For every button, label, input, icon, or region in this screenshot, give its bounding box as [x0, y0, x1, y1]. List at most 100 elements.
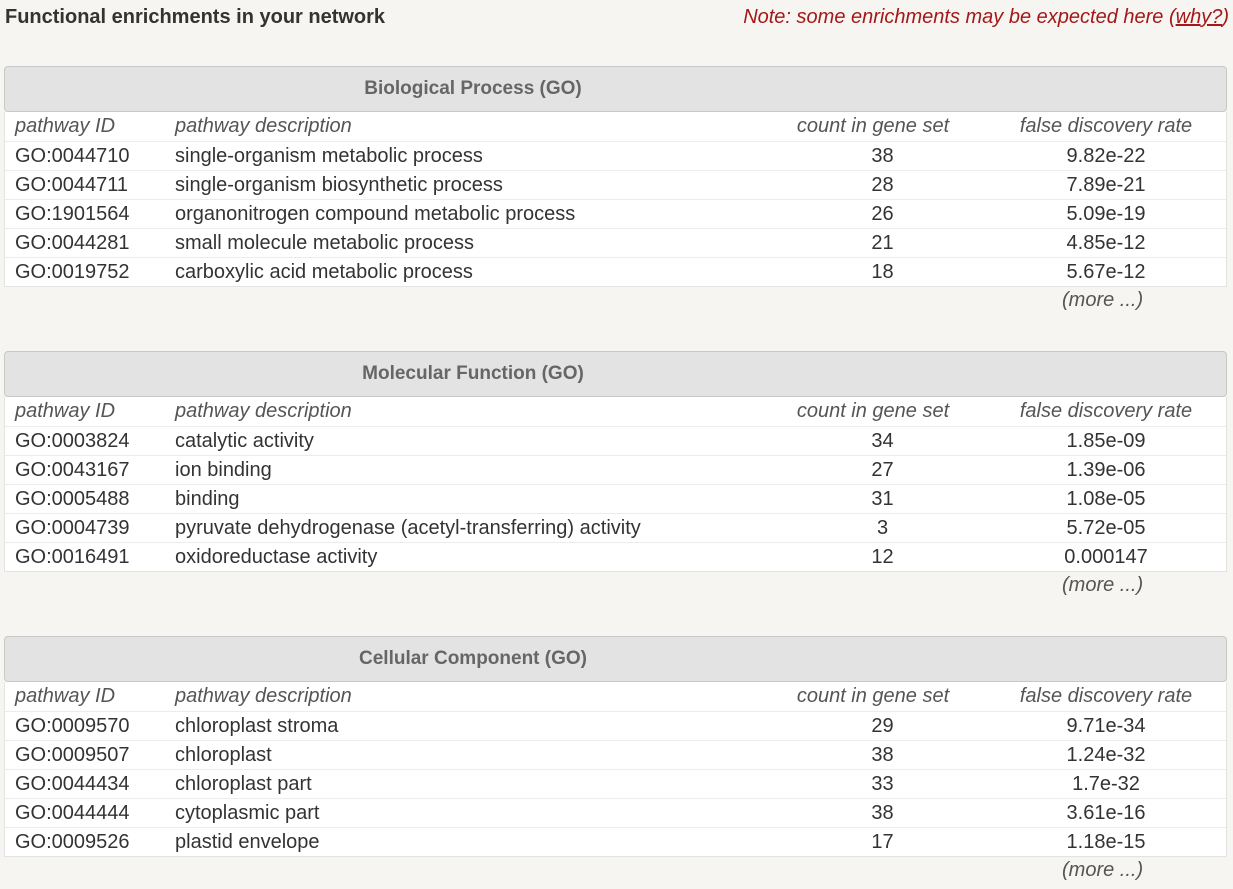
pathway-description: plastid envelope	[175, 831, 320, 853]
false-discovery-rate: 9.82e-22	[1066, 145, 1146, 167]
pathway-id: GO:0043167	[15, 459, 130, 481]
false-discovery-rate: 1.08e-05	[1066, 488, 1146, 510]
pathway-description: single-organism metabolic process	[175, 145, 483, 167]
table-row[interactable]: GO:0003824 catalytic activity 34 1.85e-09	[5, 426, 1226, 455]
column-header-fdr: false discovery rate	[1019, 115, 1193, 137]
table-header-row: pathway ID pathway description count in ge…	[5, 112, 1226, 141]
gene-count: 31	[871, 488, 894, 510]
table-row[interactable]: GO:0019752 carboxylic acid metabolic proc…	[5, 257, 1226, 286]
enrichment-section: Biological Process (GO) pathway ID pathway…	[4, 66, 1227, 317]
section-header[interactable]: Molecular Function (GO)	[4, 351, 1227, 397]
column-header-description: pathway description	[175, 685, 352, 707]
pathway-id: GO:0016491	[15, 546, 130, 568]
column-header-fdr: false discovery rate	[1019, 400, 1193, 422]
pathway-description: catalytic activity	[175, 430, 314, 452]
pathway-description: small molecule metabolic process	[175, 232, 475, 254]
why-link[interactable]: why?	[1175, 6, 1223, 28]
table-row[interactable]: GO:0044434 chloroplast part 33 1.7e-32	[5, 769, 1226, 798]
section-header[interactable]: Cellular Component (GO)	[4, 636, 1227, 682]
page-title: Functional enrichments in your network	[5, 6, 386, 28]
table-row[interactable]: GO:0044444 cytoplasmic part 38 3.61e-16	[5, 798, 1226, 827]
column-header-fdr: false discovery rate	[1019, 685, 1193, 707]
table-row[interactable]: GO:0009507 chloroplast 38 1.24e-32	[5, 740, 1226, 769]
table-row[interactable]: GO:0044711 single-organism biosynthetic p…	[5, 170, 1226, 199]
table-row[interactable]: GO:0044281 small molecule metabolic proce…	[5, 228, 1226, 257]
pathway-description: single-organism biosynthetic process	[175, 174, 503, 196]
section-title: Molecular Function (GO)	[362, 363, 584, 384]
false-discovery-rate: 3.61e-16	[1066, 802, 1146, 824]
table-row[interactable]: GO:0004739 pyruvate dehydrogenase (acetyl…	[5, 513, 1226, 542]
section-title: Biological Process (GO)	[364, 78, 582, 99]
false-discovery-rate: 1.7e-32	[1072, 773, 1140, 795]
false-discovery-rate: 5.72e-05	[1066, 517, 1146, 539]
note-prefix: Note: some enrichments may be expected h…	[743, 6, 1176, 28]
false-discovery-rate: 1.18e-15	[1066, 831, 1146, 853]
table-row[interactable]: GO:0005488 binding 31 1.08e-05	[5, 484, 1226, 513]
section-header[interactable]: Biological Process (GO)	[4, 66, 1227, 112]
more-link[interactable]: (more ...)	[1062, 859, 1144, 881]
note-suffix: )	[1222, 6, 1229, 28]
pathway-description: ion binding	[175, 459, 272, 481]
enrichment-table: pathway ID pathway description count in ge…	[4, 397, 1227, 572]
pathway-description: chloroplast stroma	[175, 715, 339, 737]
pathway-description: chloroplast part	[175, 773, 312, 795]
table-row[interactable]: GO:0009570 chloroplast stroma 29 9.71e-34	[5, 711, 1226, 740]
table-row[interactable]: GO:0043167 ion binding 27 1.39e-06	[5, 455, 1226, 484]
false-discovery-rate: 5.09e-19	[1066, 203, 1146, 225]
pathway-id: GO:1901564	[15, 203, 130, 225]
false-discovery-rate: 0.000147	[1064, 546, 1148, 568]
enrichment-section: Molecular Function (GO) pathway ID pathway…	[4, 351, 1227, 602]
more-link[interactable]: (more ...)	[1062, 574, 1144, 596]
column-header-id: pathway ID	[15, 685, 116, 707]
false-discovery-rate: 5.67e-12	[1066, 261, 1146, 283]
false-discovery-rate: 4.85e-12	[1066, 232, 1146, 254]
pathway-description: binding	[175, 488, 240, 510]
false-discovery-rate: 1.39e-06	[1066, 459, 1146, 481]
pathway-id: GO:0044434	[15, 773, 130, 795]
pathway-id: GO:0004739	[15, 517, 130, 539]
gene-count: 18	[871, 261, 894, 283]
false-discovery-rate: 7.89e-21	[1066, 174, 1146, 196]
pathway-id: GO:0044281	[15, 232, 130, 254]
pathway-description: pyruvate dehydrogenase (acetyl-transferr…	[175, 517, 641, 539]
column-header-id: pathway ID	[15, 115, 116, 137]
gene-count: 3	[876, 517, 889, 539]
pathway-id: GO:0009526	[15, 831, 130, 853]
column-header-description: pathway description	[175, 115, 352, 137]
more-row: (more ...)	[4, 572, 1227, 602]
gene-count: 28	[871, 174, 894, 196]
pathway-id: GO:0044444	[15, 802, 130, 824]
enrichment-note: Note: some enrichments may be expected h…	[743, 3, 1229, 31]
pathway-id: GO:0044710	[15, 145, 130, 167]
gene-count: 38	[871, 145, 894, 167]
enrichment-section: Cellular Component (GO) pathway ID pathway…	[4, 636, 1227, 887]
pathway-description: oxidoreductase activity	[175, 546, 378, 568]
column-header-id: pathway ID	[15, 400, 116, 422]
table-row[interactable]: GO:0044710 single-organism metabolic proc…	[5, 141, 1226, 170]
table-row[interactable]: GO:0016491 oxidoreductase activity 12 0.000…	[5, 542, 1226, 571]
false-discovery-rate: 1.24e-32	[1066, 744, 1146, 766]
table-row[interactable]: GO:0009526 plastid envelope 17 1.18e-15	[5, 827, 1226, 856]
column-header-description: pathway description	[175, 400, 352, 422]
column-header-count: count in gene set	[796, 400, 950, 422]
table-header-row: pathway ID pathway description count in ge…	[5, 397, 1226, 426]
pathway-id: GO:0044711	[15, 174, 129, 196]
gene-count: 38	[871, 802, 894, 824]
gene-count: 27	[871, 459, 894, 481]
false-discovery-rate: 1.85e-09	[1066, 430, 1146, 452]
pathway-description: organonitrogen compound metabolic proces…	[175, 203, 576, 225]
more-link[interactable]: (more ...)	[1062, 289, 1144, 311]
more-row: (more ...)	[4, 287, 1227, 317]
pathway-id: GO:0009570	[15, 715, 130, 737]
section-title: Cellular Component (GO)	[359, 648, 587, 669]
pathway-description: cytoplasmic part	[175, 802, 320, 824]
pathway-id: GO:0005488	[15, 488, 130, 510]
gene-count: 29	[871, 715, 894, 737]
pathway-id: GO:0019752	[15, 261, 130, 283]
table-row[interactable]: GO:1901564 organonitrogen compound metabo…	[5, 199, 1226, 228]
column-header-count: count in gene set	[796, 685, 950, 707]
pathway-description: carboxylic acid metabolic process	[175, 261, 473, 283]
gene-count: 21	[871, 232, 894, 254]
gene-count: 26	[871, 203, 894, 225]
gene-count: 17	[871, 831, 894, 853]
